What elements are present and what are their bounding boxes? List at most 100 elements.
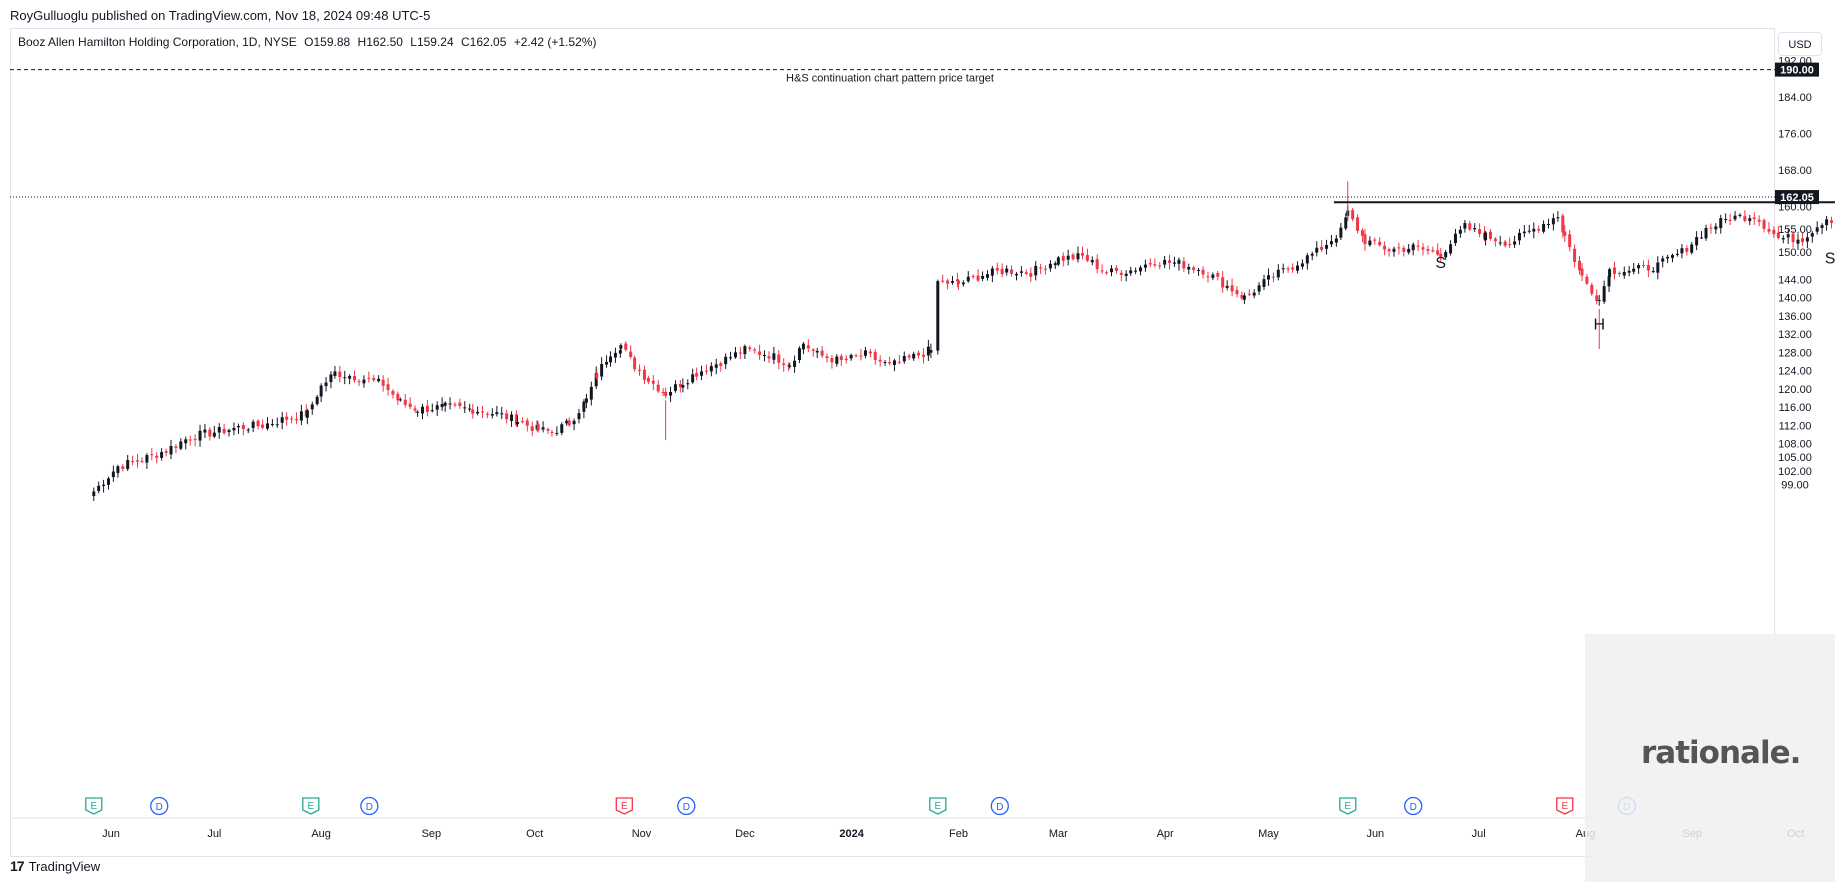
candle-body [1563, 231, 1567, 236]
candle-body [1431, 250, 1435, 252]
chart-frame [10, 28, 1775, 857]
candle-body [261, 424, 265, 428]
candle-body [1300, 263, 1304, 267]
candle-body [1360, 230, 1364, 236]
candle-body [1695, 237, 1699, 246]
ohlc-high: H162.50 [357, 35, 403, 49]
candle-body [1561, 215, 1565, 233]
candle-body [892, 360, 896, 365]
currency-button[interactable]: USD [1778, 32, 1822, 56]
candle-body [1206, 276, 1210, 278]
candle-body [1463, 223, 1467, 229]
candle-body [241, 425, 245, 430]
candle-body [656, 384, 660, 392]
candle-body [1781, 238, 1785, 240]
candle-body [844, 358, 848, 361]
candle-body [430, 410, 434, 412]
candle-body [1757, 219, 1761, 222]
candle-body [1513, 241, 1517, 245]
candle-body [820, 350, 824, 356]
ohlc-change: +2.42 (+1.52%) [513, 35, 597, 49]
candle-body [907, 355, 911, 358]
candle-body [169, 446, 173, 455]
candle-body [280, 417, 284, 423]
candle-body [600, 363, 604, 377]
candle-body [955, 279, 959, 282]
candle-body [1724, 219, 1728, 221]
candle-body [1153, 264, 1157, 266]
candle-body [966, 276, 970, 282]
candle-body [912, 353, 916, 359]
time-tick-label: Jul [207, 828, 221, 840]
candle-body [1573, 248, 1577, 262]
earnings-event-letter: E [1561, 801, 1568, 812]
candle-body [1407, 248, 1411, 253]
pattern-label: S [1435, 255, 1446, 272]
candle-body [1163, 259, 1167, 265]
candle-body [514, 414, 518, 425]
candle-body [642, 369, 646, 380]
candle-body [310, 404, 314, 410]
candle-body [1296, 265, 1300, 271]
candle-body [1286, 268, 1290, 270]
candle-body [396, 393, 400, 401]
candle-body [174, 446, 178, 448]
candle-body [888, 362, 892, 364]
candle-body [550, 432, 554, 434]
candle-body [324, 382, 328, 387]
candle-body [203, 429, 207, 433]
candle-body [1637, 265, 1641, 269]
candle-body [362, 379, 366, 384]
time-tick-label: Aug [311, 828, 331, 840]
candle-body [1034, 265, 1038, 276]
candle-body [1225, 285, 1229, 288]
candle-body [403, 399, 407, 405]
rationale-watermark: rationale. [1641, 735, 1801, 771]
candle-body [695, 373, 699, 377]
dividend-event-letter: D [366, 802, 373, 813]
candle-body [777, 354, 781, 363]
candle-body [1453, 233, 1457, 243]
candle-body [236, 425, 240, 428]
candle-body [1704, 228, 1708, 239]
candle-body [184, 439, 188, 444]
candle-body [560, 424, 564, 433]
candle-body [1192, 267, 1196, 271]
candle-body [830, 358, 834, 363]
candle-body [664, 391, 668, 396]
candle-body [1257, 285, 1261, 292]
candle-body [1000, 268, 1004, 275]
candle-body [971, 275, 975, 277]
candle-body [613, 352, 617, 358]
candle-body [1602, 286, 1606, 302]
candle-body [541, 427, 545, 430]
candle-body [1685, 248, 1689, 252]
candle-body [1320, 246, 1324, 250]
tradingview-logo-icon[interactable]: 17 [10, 858, 25, 874]
event-markers: EDEDEDEDEDED [85, 796, 1636, 816]
candle-body [788, 365, 792, 367]
candle-body [868, 351, 872, 354]
candle-body [212, 432, 216, 437]
candle-body [546, 429, 550, 431]
candle-body [338, 371, 342, 378]
candle-body [618, 350, 622, 354]
candle-body [443, 402, 447, 406]
candle-body [700, 371, 704, 376]
candle-body [265, 423, 269, 429]
price-tick-label: 132.00 [1778, 329, 1812, 341]
tradingview-logo-text[interactable]: TradingView [28, 858, 101, 874]
candle-body [1421, 247, 1425, 250]
candle-body [471, 409, 475, 414]
candle-body [468, 408, 472, 410]
candle-body [275, 424, 279, 426]
candle-body [1071, 254, 1075, 260]
candle-body [572, 420, 576, 425]
candle-body [1356, 217, 1360, 231]
candle-body [1767, 228, 1771, 232]
candle-body [121, 466, 125, 469]
candle-body [131, 461, 135, 463]
candle-body [1597, 299, 1601, 301]
candle-body [577, 413, 581, 420]
